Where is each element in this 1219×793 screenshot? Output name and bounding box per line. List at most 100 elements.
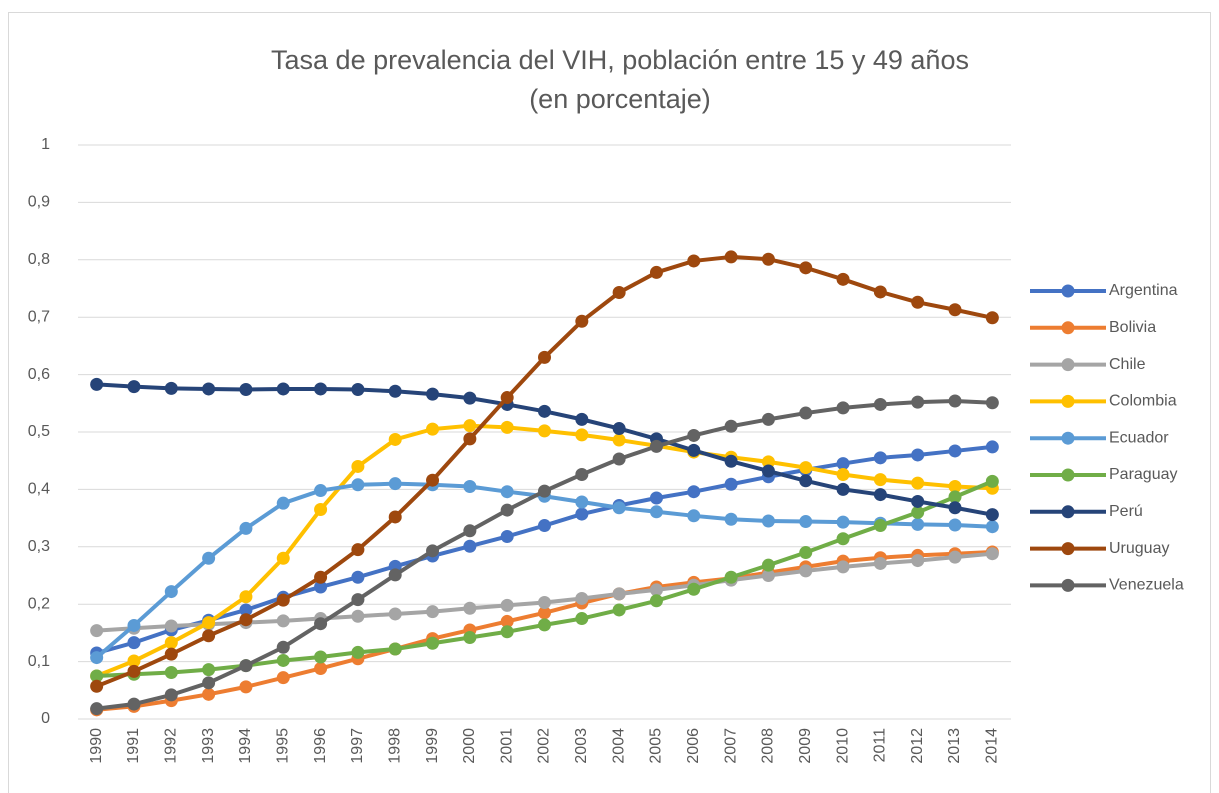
- data-point: [836, 532, 850, 546]
- data-point: [164, 619, 178, 633]
- x-tick-label: 2001: [498, 728, 515, 764]
- data-point: [687, 582, 701, 596]
- data-point: [836, 401, 850, 415]
- data-point: [276, 382, 290, 396]
- data-point: [202, 629, 216, 643]
- y-tick-label: 1: [41, 136, 50, 153]
- data-point: [276, 671, 290, 685]
- legend-label: Chile: [1109, 356, 1146, 373]
- data-point: [426, 605, 440, 619]
- data-point: [836, 272, 850, 286]
- data-point: [948, 303, 962, 317]
- data-point: [500, 485, 514, 499]
- data-point: [202, 382, 216, 396]
- legend-marker: [1061, 321, 1075, 335]
- data-point: [538, 424, 551, 438]
- y-tick-label: 0,3: [28, 538, 50, 555]
- legend-label: Bolivia: [1109, 319, 1156, 336]
- legend-label: Colombia: [1109, 393, 1177, 410]
- legend-marker: [1061, 431, 1075, 445]
- data-point: [90, 624, 104, 638]
- data-point: [127, 664, 141, 678]
- data-point: [164, 585, 178, 599]
- data-point: [836, 467, 850, 481]
- data-point: [724, 250, 738, 264]
- data-point: [314, 617, 328, 631]
- data-point: [426, 636, 440, 650]
- data-point: [724, 477, 738, 491]
- data-point: [761, 514, 775, 528]
- data-point: [314, 661, 328, 675]
- data-point: [314, 382, 328, 396]
- data-point: [538, 595, 551, 609]
- x-tick-label: 1998: [386, 728, 403, 764]
- data-point: [575, 412, 589, 426]
- data-point: [239, 659, 253, 673]
- data-point: [799, 461, 813, 475]
- data-point: [90, 702, 104, 716]
- data-point: [799, 564, 813, 578]
- data-point: [799, 546, 813, 560]
- data-point: [239, 680, 253, 694]
- data-point: [911, 517, 925, 531]
- data-point: [575, 612, 589, 626]
- data-point: [463, 432, 477, 446]
- chart-border: [8, 12, 1211, 793]
- data-point: [351, 459, 365, 473]
- data-point: [873, 473, 887, 487]
- data-point: [463, 630, 477, 644]
- data-point: [985, 396, 999, 410]
- data-point: [202, 551, 216, 565]
- x-tick-label: 1999: [424, 728, 441, 764]
- data-point: [538, 606, 551, 620]
- data-point: [948, 444, 962, 458]
- data-point: [538, 404, 551, 418]
- legend-marker: [1061, 542, 1075, 556]
- x-tick-label: 2013: [946, 728, 963, 764]
- data-point: [276, 593, 290, 607]
- data-point: [948, 518, 962, 532]
- data-point: [202, 687, 216, 701]
- x-tick-label: 2006: [685, 728, 702, 764]
- data-point: [687, 254, 701, 268]
- x-tick-label: 1995: [274, 728, 291, 764]
- data-point: [426, 544, 440, 558]
- data-point: [314, 580, 328, 594]
- data-point: [276, 496, 290, 510]
- legend-marker: [1061, 468, 1075, 482]
- legend-marker: [1061, 284, 1075, 298]
- data-point: [538, 350, 551, 364]
- y-tick-label: 0,6: [28, 366, 50, 383]
- data-point: [687, 509, 701, 523]
- data-point: [948, 550, 962, 564]
- x-tick-label: 2009: [797, 728, 814, 764]
- data-point: [463, 480, 477, 494]
- data-point: [314, 650, 328, 664]
- data-point: [426, 422, 440, 436]
- data-point: [649, 594, 663, 608]
- data-point: [351, 383, 365, 397]
- x-tick-label: 1997: [349, 728, 366, 764]
- legend-label: Ecuador: [1109, 429, 1169, 446]
- legend-label: Perú: [1109, 503, 1143, 520]
- data-point: [90, 651, 104, 665]
- x-tick-label: 2011: [872, 728, 889, 763]
- data-point: [575, 428, 589, 442]
- data-point: [164, 688, 178, 702]
- data-point: [351, 570, 365, 584]
- data-point: [314, 484, 328, 498]
- y-tick-label: 0,4: [28, 481, 50, 498]
- data-point: [873, 397, 887, 411]
- data-point: [873, 285, 887, 299]
- data-point: [202, 616, 216, 630]
- data-point: [836, 560, 850, 574]
- data-point: [873, 556, 887, 570]
- y-tick-label: 0,5: [28, 423, 50, 440]
- data-point: [612, 452, 626, 466]
- data-point: [463, 524, 477, 538]
- data-point: [276, 551, 290, 565]
- x-tick-label: 2004: [610, 728, 627, 764]
- data-point: [687, 428, 701, 442]
- data-point: [836, 482, 850, 496]
